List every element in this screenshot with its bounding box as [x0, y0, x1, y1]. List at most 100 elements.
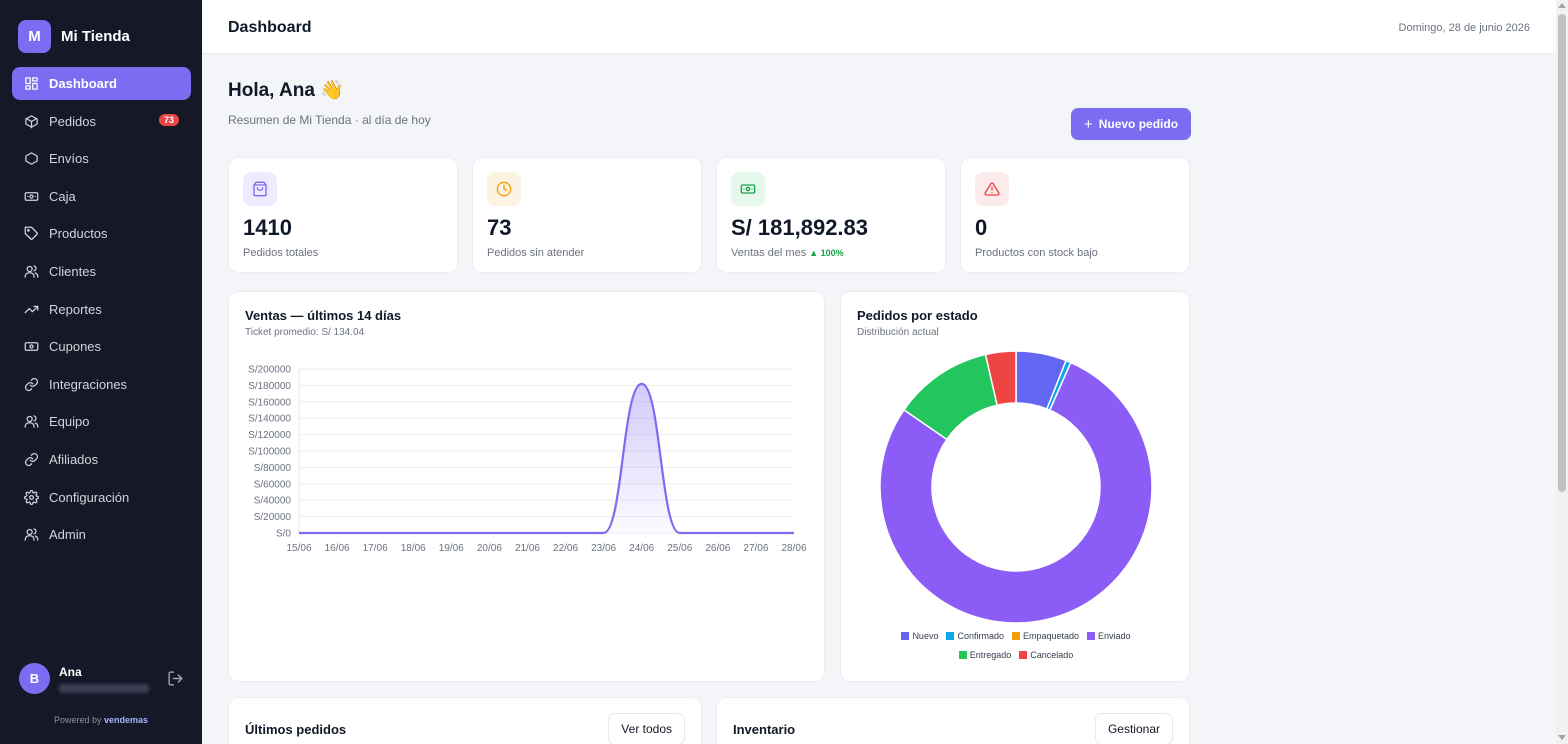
- status-donut-chart[interactable]: [841, 347, 1191, 627]
- x-tick-label: 21/06: [515, 543, 540, 554]
- page-title: Dashboard: [228, 19, 312, 36]
- x-tick-label: 19/06: [439, 543, 464, 554]
- current-date: Domingo, 28 de junio 2026: [1398, 22, 1530, 34]
- link-icon: [24, 377, 39, 391]
- sidebar-item-label: Pedidos: [49, 113, 96, 129]
- users-icon: [24, 415, 39, 429]
- sidebar-item-cupones[interactable]: Cupones: [12, 330, 191, 363]
- sidebar-item-productos[interactable]: Productos: [12, 217, 191, 250]
- stat-trend: ▲ 100%: [809, 248, 844, 258]
- y-tick-label: S/40000: [254, 496, 292, 507]
- scroll-thumb[interactable]: [1558, 14, 1566, 492]
- legend-item-confirmado[interactable]: Confirmado: [946, 631, 1004, 641]
- scroll-down-arrow[interactable]: [1558, 735, 1566, 740]
- powered-by-prefix: Powered by: [53, 715, 102, 725]
- stat-label: Pedidos sin atender: [487, 247, 584, 259]
- sidebar-item-label: Dashboard: [49, 76, 117, 91]
- new-order-button[interactable]: + Nuevo pedido: [1071, 108, 1191, 140]
- avatar[interactable]: B: [19, 663, 50, 694]
- y-tick-label: S/180000: [248, 381, 291, 392]
- x-tick-label: 15/06: [286, 543, 311, 554]
- sales-chart[interactable]: S/0 S/20000 S/40000 S/60000 S/80000 S/100000 S…: [229, 352, 826, 632]
- sidebar-item-dashboard[interactable]: Dashboard: [12, 67, 191, 100]
- sidebar-item-label: Equipo: [49, 414, 90, 430]
- stat-label: Ventas del mes ▲ 100%: [731, 247, 844, 259]
- legend-item-empaquetado[interactable]: Empaquetado: [1011, 631, 1079, 641]
- y-tick-label: S/20000: [254, 512, 292, 523]
- greeting-title: Hola, Ana 👋: [228, 80, 344, 101]
- y-tick-label: S/140000: [248, 414, 291, 425]
- x-tick-label: 20/06: [477, 543, 502, 554]
- sidebar-item-afiliados[interactable]: Afiliados: [12, 443, 191, 476]
- sidebar-item-caja[interactable]: Caja: [12, 180, 191, 213]
- sidebar-item-clientes[interactable]: Clientes: [12, 255, 191, 288]
- shopping-bag-icon: [253, 181, 267, 197]
- donut-legend-row: Nuevo Confirmado Empaquetado Enviado: [841, 631, 1191, 642]
- donut-legend-row: Entregado Cancelado: [841, 650, 1191, 661]
- powered-by-brand[interactable]: vendemas: [104, 715, 149, 725]
- legend-swatch: [1087, 632, 1096, 640]
- donut-slice-cancelado[interactable]: [984, 350, 1017, 407]
- x-tick-label: 28/06: [781, 543, 806, 554]
- legend-item-enviado[interactable]: Enviado: [1087, 631, 1131, 641]
- legend-swatch: [901, 632, 910, 640]
- y-tick-label: S/200000: [248, 365, 291, 376]
- brand[interactable]: M Mi Tienda: [18, 20, 130, 53]
- stat-value: 73: [487, 215, 512, 240]
- brand-name: Mi Tienda: [61, 28, 130, 45]
- stat-card[interactable]: 1410 Pedidos totales: [228, 157, 458, 273]
- sidebar-item-label: Integraciones: [49, 376, 128, 392]
- stat-label: Productos con stock bajo: [975, 247, 1098, 259]
- sales-panel-subtitle: Ticket promedio: S/ 134.04: [245, 327, 365, 338]
- scrollbar[interactable]: [1556, 0, 1568, 744]
- view-all-button[interactable]: Ver todos: [608, 713, 685, 744]
- stat-card[interactable]: 73 Pedidos sin atender: [472, 157, 702, 273]
- sales-panel: Ventas — últimos 14 días Ticket promedio…: [228, 291, 825, 682]
- y-tick-label: S/120000: [248, 430, 291, 441]
- alert-icon: [984, 182, 1000, 196]
- legend-swatch: [1011, 632, 1020, 640]
- sidebar-item-reportes[interactable]: Reportes: [12, 293, 191, 326]
- legend-item-cancelado[interactable]: Cancelado: [1019, 650, 1073, 660]
- latest-orders-panel: Últimos pedidos Ver todos: [228, 697, 702, 744]
- powered-by: Powered by vendemas: [0, 715, 202, 725]
- y-tick-label: S/160000: [248, 397, 291, 408]
- trending-up-icon: [24, 305, 39, 313]
- x-tick-label: 22/06: [553, 543, 578, 554]
- sidebar-item-equipo[interactable]: Equipo: [12, 405, 191, 438]
- sidebar-item-configuracion[interactable]: Configuración: [12, 481, 191, 514]
- legend-item-nuevo[interactable]: Nuevo: [901, 631, 938, 641]
- x-tick-label: 23/06: [591, 543, 616, 554]
- donut-slice-enviado[interactable]: [879, 361, 1153, 624]
- dashboard-icon: [25, 77, 38, 90]
- manage-button[interactable]: Gestionar: [1094, 713, 1173, 744]
- topbar: Dashboard Domingo, 28 de junio 2026: [202, 0, 1556, 54]
- legend-label: Enviado: [1098, 631, 1131, 641]
- stat-card[interactable]: S/ 181,892.83 Ventas del mes ▲ 100%: [716, 157, 946, 273]
- legend-label: Confirmado: [957, 631, 1004, 641]
- y-tick-label: S/60000: [254, 479, 292, 490]
- scroll-up-arrow[interactable]: [1558, 3, 1566, 8]
- legend-label: Nuevo: [912, 631, 939, 641]
- stat-card[interactable]: 0 Productos con stock bajo: [960, 157, 1190, 273]
- legend-label: Entregado: [969, 650, 1012, 660]
- sidebar-item-label: Cupones: [49, 339, 102, 355]
- sidebar-item-label: Admin: [49, 527, 86, 543]
- stat-label-text: Pedidos totales: [243, 247, 319, 259]
- sales-line[interactable]: [298, 382, 794, 535]
- sidebar-item-envios[interactable]: Envíos: [12, 142, 191, 175]
- link-icon: [24, 452, 39, 466]
- status-panel-subtitle: Distribución actual: [857, 327, 939, 338]
- user-email-redacted: [59, 683, 149, 693]
- sidebar-item-pedidos[interactable]: Pedidos 73: [12, 105, 191, 138]
- status-panel: Pedidos por estado Distribución actual N…: [840, 291, 1190, 682]
- sidebar-item-label: Reportes: [49, 301, 102, 317]
- sidebar-item-label: Productos: [49, 226, 108, 242]
- legend-swatch: [958, 651, 967, 659]
- user-profile: B Ana: [19, 663, 184, 694]
- legend-item-entregado[interactable]: Entregado: [958, 650, 1012, 660]
- logout-icon[interactable]: [167, 670, 184, 687]
- greeting-subtitle: Resumen de Mi Tienda · al día de hoy: [228, 113, 431, 127]
- sidebar-item-integraciones[interactable]: Integraciones: [12, 368, 191, 401]
- sidebar-item-admin[interactable]: Admin: [12, 518, 191, 551]
